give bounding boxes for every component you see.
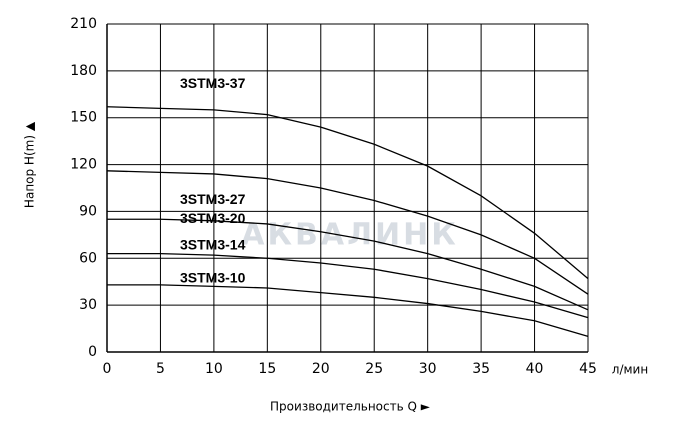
x-tick-label: 35	[472, 361, 490, 377]
x-axis-label: Производительность Q ►	[270, 400, 431, 414]
watermark: АКВАЛИНК	[241, 218, 458, 253]
y-tick-label: 90	[79, 203, 97, 219]
x-tick-label: 45	[579, 361, 597, 377]
series-label: 3STM3-37	[180, 75, 246, 91]
x-tick-label: 40	[526, 361, 544, 377]
y-tick-label: 120	[70, 157, 97, 173]
series-line	[107, 218, 589, 311]
series-line	[107, 284, 589, 338]
x-tick-label: 20	[312, 361, 330, 377]
series-label: 3STM3-10	[180, 270, 246, 286]
x-unit: л/мин	[612, 363, 648, 377]
x-tick-label: 0	[103, 361, 112, 377]
series-label: 3STM3-14	[180, 236, 246, 252]
y-tick-label: 60	[79, 250, 97, 266]
series-label: 3STM3-27	[180, 191, 246, 207]
x-tick-label: 30	[419, 361, 437, 377]
x-tick-label: 25	[365, 361, 383, 377]
y-tick-label: 210	[70, 16, 97, 32]
series-line	[106, 106, 589, 280]
series-label: 3STM3-20	[180, 210, 246, 226]
y-tick-label: 150	[70, 110, 97, 126]
x-tick-label: 5	[156, 361, 165, 377]
y-tick-label: 30	[79, 297, 97, 313]
y-axis-label: Напор H(m) ▲	[23, 121, 37, 208]
x-tick-label: 10	[205, 361, 223, 377]
x-tick-label: 15	[258, 361, 276, 377]
y-tick-label: 0	[88, 344, 97, 360]
series-line	[106, 170, 589, 295]
series-line	[107, 252, 589, 319]
y-tick-label: 180	[70, 63, 97, 79]
